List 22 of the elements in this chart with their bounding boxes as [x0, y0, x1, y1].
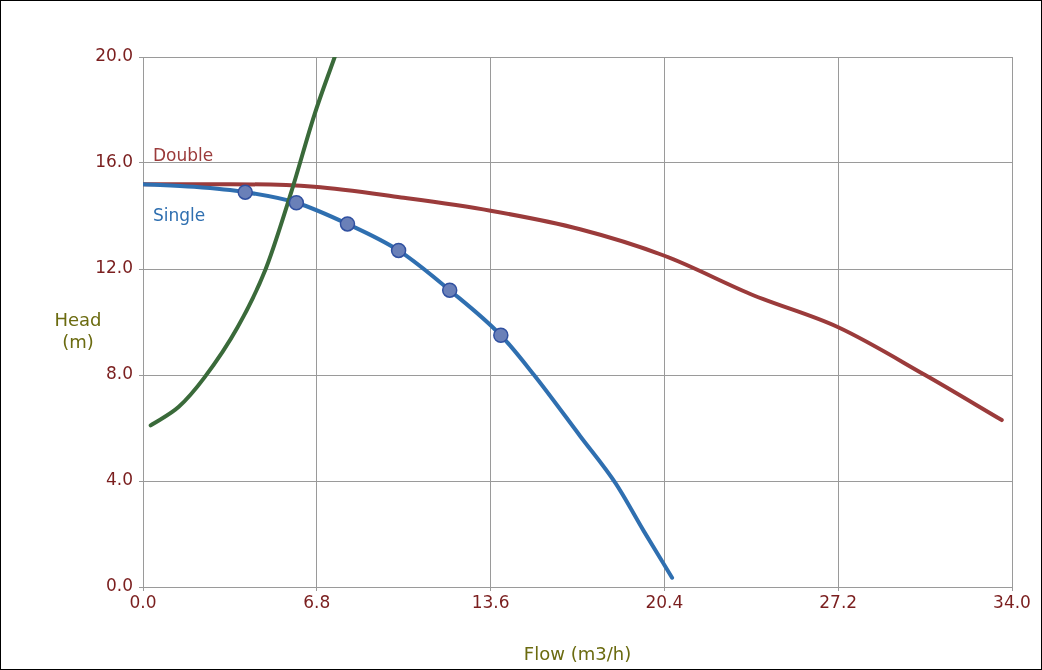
point: [493, 327, 509, 343]
point: [237, 184, 253, 200]
x-axis-title: Flow (m3/h): [523, 642, 632, 664]
series-label: Single: [153, 204, 206, 225]
y-axis-title: Head (m): [54, 309, 102, 353]
point: [339, 216, 356, 232]
x-tick-label: 13.6: [471, 591, 510, 612]
y-tick-label: 20.0: [95, 45, 133, 66]
line-series: [143, 182, 675, 580]
y-tick-label: 8.0: [105, 363, 133, 384]
point: [441, 282, 458, 298]
series-label: Double: [153, 144, 214, 165]
x-tick-label: 27.2: [819, 591, 858, 612]
x-tick-label: 20.4: [645, 591, 684, 612]
y-tick-label: 12.0: [95, 257, 133, 278]
y-tick-label: 4.0: [105, 469, 133, 490]
x-tick-label: 6.8: [303, 591, 331, 612]
x-tick-label: 34.0: [993, 591, 1031, 612]
point: [288, 195, 305, 211]
y-tick-label: 16.0: [95, 151, 133, 172]
line-series: [148, 57, 337, 428]
point: [390, 242, 407, 259]
